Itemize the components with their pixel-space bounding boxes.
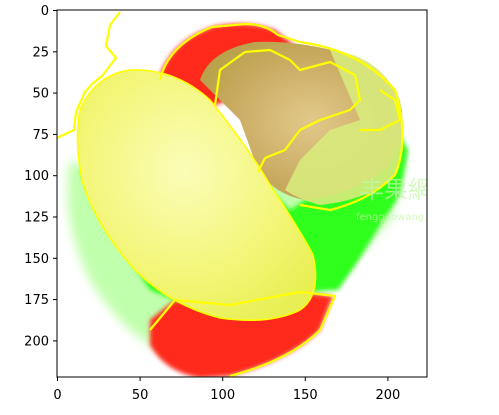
y-tick-label: 175 [24, 293, 49, 308]
x-tick-label: 150 [293, 388, 318, 403]
y-tick-label: 200 [24, 334, 49, 349]
x-tick-label: 0 [53, 388, 61, 403]
y-tick-label: 50 [32, 87, 49, 102]
y-tick-label: 125 [24, 211, 49, 226]
y-tick-label: 100 [24, 169, 49, 184]
y-axis [53, 11, 57, 341]
x-tick-label: 200 [375, 388, 400, 403]
watermark-url: fengguowang.com [356, 212, 449, 223]
x-tick-labels: 0 50 100 150 200 [53, 388, 400, 403]
y-tick-label: 150 [24, 252, 49, 267]
y-tick-label: 75 [32, 128, 49, 143]
y-tick-label: 25 [32, 45, 49, 60]
y-tick-label: 0 [41, 4, 49, 19]
x-tick-label: 50 [132, 388, 149, 403]
x-tick-label: 100 [210, 388, 235, 403]
watermark-logo: 丰果網 [360, 176, 432, 204]
x-axis [58, 377, 388, 381]
y-tick-labels: 0 25 50 75 100 125 150 175 200 [24, 4, 49, 349]
